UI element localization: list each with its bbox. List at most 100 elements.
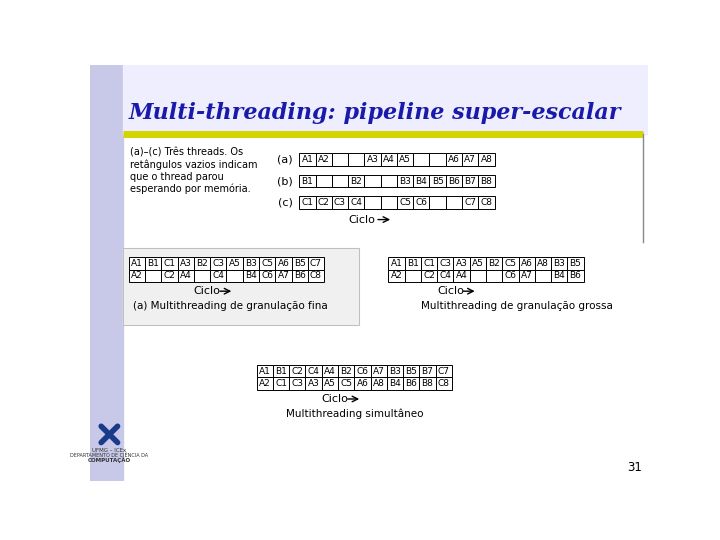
Bar xyxy=(387,365,403,377)
Text: B3: B3 xyxy=(245,259,257,268)
Bar xyxy=(289,377,305,390)
Bar xyxy=(381,197,397,209)
Text: B8: B8 xyxy=(480,177,492,186)
Bar xyxy=(275,269,292,282)
Text: COMPUTAÇÃO: COMPUTAÇÃO xyxy=(88,457,131,463)
Text: C8: C8 xyxy=(480,198,492,207)
Text: A6: A6 xyxy=(521,259,533,268)
Text: B1: B1 xyxy=(147,259,159,268)
Bar xyxy=(332,197,348,209)
Text: A4: A4 xyxy=(180,271,192,280)
Bar xyxy=(332,175,348,187)
Bar xyxy=(446,153,462,166)
Text: C5: C5 xyxy=(261,259,273,268)
Bar xyxy=(292,257,307,269)
Text: C7: C7 xyxy=(438,367,450,376)
Text: A1: A1 xyxy=(258,367,271,376)
Text: A6: A6 xyxy=(448,155,460,164)
Text: A5: A5 xyxy=(229,259,240,268)
Bar xyxy=(364,175,381,187)
Bar xyxy=(371,365,387,377)
Bar xyxy=(305,365,322,377)
Bar xyxy=(300,197,315,209)
Text: A7: A7 xyxy=(373,367,384,376)
Bar xyxy=(348,175,364,187)
Bar xyxy=(429,175,446,187)
Bar xyxy=(178,269,194,282)
Text: A8: A8 xyxy=(480,155,492,164)
Text: A1: A1 xyxy=(302,155,313,164)
Text: B3: B3 xyxy=(389,367,401,376)
Bar xyxy=(289,365,305,377)
Bar xyxy=(145,257,161,269)
Bar xyxy=(469,257,486,269)
Bar xyxy=(354,365,371,377)
Bar xyxy=(413,175,429,187)
Bar xyxy=(210,257,226,269)
Bar xyxy=(413,153,429,166)
Text: B4: B4 xyxy=(554,271,565,280)
Bar xyxy=(275,257,292,269)
Text: B4: B4 xyxy=(389,379,401,388)
Bar xyxy=(446,197,462,209)
Text: C8: C8 xyxy=(438,379,450,388)
Bar xyxy=(486,269,503,282)
Text: C6: C6 xyxy=(415,198,427,207)
Bar xyxy=(486,257,503,269)
Text: B2: B2 xyxy=(351,177,362,186)
Bar xyxy=(397,175,413,187)
Text: C3: C3 xyxy=(439,259,451,268)
Text: B8: B8 xyxy=(422,379,433,388)
Text: Ciclo: Ciclo xyxy=(194,286,221,296)
Text: C2: C2 xyxy=(163,271,176,280)
Bar xyxy=(161,269,178,282)
Text: A5: A5 xyxy=(324,379,336,388)
Text: (a)–(c) Três threads. Os
retângulos vazios indicam
que o thread parou
esperando : (a)–(c) Três threads. Os retângulos vazi… xyxy=(130,148,258,194)
Text: C4: C4 xyxy=(350,198,362,207)
Bar xyxy=(322,377,338,390)
Bar xyxy=(243,269,259,282)
Bar xyxy=(307,257,324,269)
Text: C3: C3 xyxy=(212,259,224,268)
Text: C5: C5 xyxy=(340,379,352,388)
Text: B7: B7 xyxy=(464,177,476,186)
Text: B6: B6 xyxy=(570,271,582,280)
Text: Multithreading de granulação grossa: Multithreading de granulação grossa xyxy=(421,301,613,311)
Bar xyxy=(256,377,273,390)
Text: B5: B5 xyxy=(432,177,444,186)
Text: A3: A3 xyxy=(307,379,320,388)
Bar xyxy=(315,197,332,209)
Bar xyxy=(429,197,446,209)
Text: A3: A3 xyxy=(456,259,467,268)
Text: B5: B5 xyxy=(570,259,582,268)
Text: C1: C1 xyxy=(275,379,287,388)
Text: B7: B7 xyxy=(422,367,433,376)
Text: UFMG – ICEx: UFMG – ICEx xyxy=(92,448,127,453)
Text: (b): (b) xyxy=(277,176,293,186)
Text: B5: B5 xyxy=(405,367,417,376)
Text: C6: C6 xyxy=(505,271,516,280)
Bar xyxy=(381,175,397,187)
Text: B6: B6 xyxy=(448,177,460,186)
Text: B3: B3 xyxy=(554,259,565,268)
Text: A5: A5 xyxy=(472,259,484,268)
Text: A2: A2 xyxy=(259,379,271,388)
Text: A7: A7 xyxy=(277,271,289,280)
Bar xyxy=(145,269,161,282)
Bar xyxy=(387,377,403,390)
Bar xyxy=(503,269,518,282)
Bar xyxy=(210,269,226,282)
Bar xyxy=(437,269,454,282)
Text: C3: C3 xyxy=(334,198,346,207)
Bar xyxy=(307,269,324,282)
Bar xyxy=(503,257,518,269)
Bar xyxy=(315,175,332,187)
Bar xyxy=(469,269,486,282)
Bar xyxy=(122,65,648,134)
Text: C4: C4 xyxy=(439,271,451,280)
Text: Ciclo: Ciclo xyxy=(322,394,348,404)
Bar xyxy=(129,269,145,282)
Bar xyxy=(535,269,551,282)
Text: Multithreading simultâneo: Multithreading simultâneo xyxy=(286,409,423,420)
Bar xyxy=(226,257,243,269)
